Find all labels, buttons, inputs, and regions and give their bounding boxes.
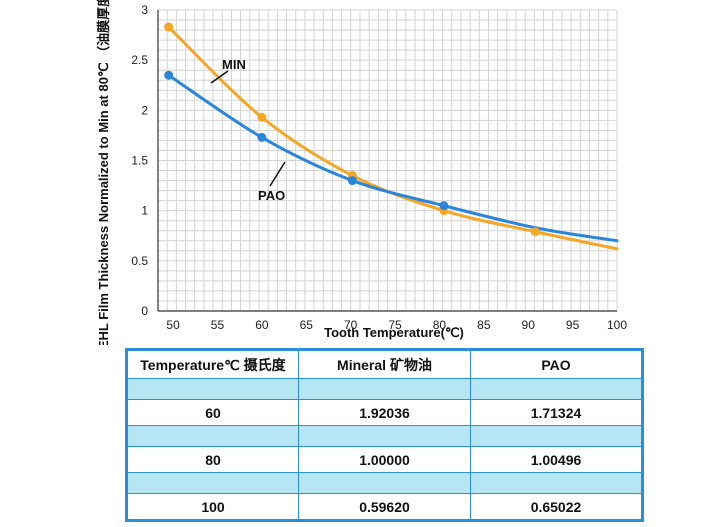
series-line-pao	[167, 73, 619, 243]
table-stripe-row	[126, 425, 643, 447]
table-cell-temperature: 60	[126, 399, 299, 426]
chart-grid	[157, 9, 618, 312]
table-cell-pao: 0.65022	[470, 493, 643, 521]
x-tick-label: 85	[477, 318, 491, 332]
table-cell-pao: 1.00496	[470, 446, 643, 473]
stripe-cell	[298, 472, 471, 494]
stripe-cell	[126, 425, 299, 447]
table-cell-temperature: 100	[126, 493, 299, 521]
pao-label-leader	[269, 161, 286, 187]
stripe-cell	[298, 378, 471, 400]
min-label-leader	[210, 70, 229, 84]
series-label-min: MIN	[222, 57, 246, 72]
stripe-cell	[126, 472, 299, 494]
header-mineral: Mineral 矿物油	[298, 349, 471, 379]
series-markers	[164, 22, 540, 237]
stripe-cell	[298, 425, 471, 447]
data-point-pao	[257, 132, 267, 142]
y-tick-label: 0	[141, 304, 148, 318]
table-cell-mineral: 1.00000	[298, 446, 471, 473]
data-point-pao	[347, 176, 357, 186]
y-tick-label: 1	[141, 204, 148, 218]
x-tick-label: 75	[388, 318, 402, 332]
data-point-min	[164, 22, 174, 32]
x-tick-label: 50	[166, 318, 180, 332]
table-row: 100 0.59620 0.65022	[126, 493, 643, 521]
y-tick-label: 2.5	[131, 53, 148, 67]
header-temperature: Temperature℃ 摄氏度	[126, 349, 299, 379]
table-stripe-row	[126, 472, 643, 494]
x-tick-label: 90	[522, 318, 536, 332]
table-cell-temperature: 80	[126, 446, 299, 473]
min-label-group: MIN	[210, 57, 246, 84]
data-point-pao	[439, 201, 449, 211]
header-pao: PAO	[470, 349, 643, 379]
y-tick-label: 1.5	[131, 154, 148, 168]
x-tick-label: 80	[433, 318, 447, 332]
pao-label-group: PAO	[258, 161, 286, 203]
table-cell-mineral: 0.59620	[298, 493, 471, 521]
stripe-cell	[470, 378, 643, 400]
film-thickness-chart: 50 55 60 65 70 75 80 85 90 95 100 0 0.5 1 1.5 2 2.5 3 MI…	[96, 0, 627, 345]
x-tick-label: 95	[566, 318, 580, 332]
y-axis-title: EHL Film Thickness Normalized to Min at …	[96, 0, 111, 345]
y-tick-label: 3	[141, 3, 148, 17]
y-axis-ticks: 0 0.5 1 1.5 2 2.5 3	[131, 3, 148, 318]
stripe-cell	[126, 378, 299, 400]
table-row: 60 1.92036 1.71324	[126, 399, 643, 426]
y-tick-label: 0.5	[131, 254, 148, 268]
stripe-cell	[470, 472, 643, 494]
x-axis-title: Tooth Temperature(℃)	[324, 325, 464, 340]
data-point-min	[257, 112, 267, 122]
table-row: 80 1.00000 1.00496	[126, 446, 643, 473]
x-tick-label: 60	[255, 318, 269, 332]
x-tick-label: 65	[300, 318, 314, 332]
data-point-min	[530, 227, 540, 237]
stripe-cell	[470, 425, 643, 447]
series-lines	[167, 25, 619, 251]
table-stripe-row	[126, 378, 643, 400]
x-tick-label: 55	[211, 318, 225, 332]
x-axis-ticks: 50 55 60 65 70 75 80 85 90 95 100	[166, 318, 627, 332]
data-point-pao	[164, 70, 174, 80]
x-tick-label: 70	[344, 318, 358, 332]
series-label-pao: PAO	[258, 188, 285, 203]
table-cell-pao: 1.71324	[470, 399, 643, 426]
data-table: Temperature℃ 摄氏度 Mineral 矿物油 PAO 60 1.92…	[125, 348, 644, 522]
x-tick-label: 100	[607, 318, 627, 332]
y-tick-label: 2	[141, 103, 148, 117]
table-cell-mineral: 1.92036	[298, 399, 471, 426]
table-header-row: Temperature℃ 摄氏度 Mineral 矿物油 PAO	[126, 349, 643, 379]
